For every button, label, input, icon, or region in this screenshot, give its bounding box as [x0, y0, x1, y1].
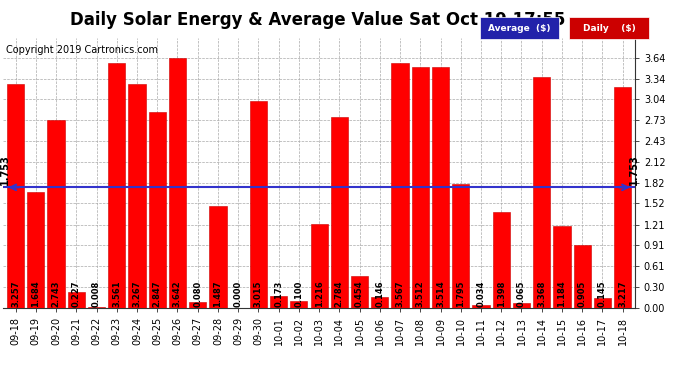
- Bar: [331, 117, 348, 308]
- Bar: [27, 192, 44, 308]
- Bar: [614, 87, 631, 308]
- Bar: [351, 276, 368, 308]
- Text: 2.784: 2.784: [335, 280, 344, 307]
- Bar: [68, 292, 85, 308]
- Text: 0.034: 0.034: [477, 281, 486, 307]
- Bar: [594, 298, 611, 307]
- Text: 1.795: 1.795: [456, 280, 465, 307]
- Bar: [493, 212, 510, 308]
- Bar: [310, 224, 328, 308]
- Text: 3.561: 3.561: [112, 280, 121, 307]
- Text: 3.514: 3.514: [436, 280, 445, 307]
- Text: 1.684: 1.684: [31, 280, 40, 307]
- Text: 3.015: 3.015: [254, 280, 263, 307]
- Text: 0.008: 0.008: [92, 281, 101, 307]
- Text: Daily    ($): Daily ($): [582, 24, 635, 33]
- Text: 0.080: 0.080: [193, 281, 202, 307]
- Bar: [452, 184, 469, 308]
- Bar: [412, 67, 429, 308]
- Text: 0.905: 0.905: [578, 281, 586, 307]
- Bar: [250, 101, 267, 308]
- Text: 0.100: 0.100: [295, 281, 304, 307]
- Text: 1.398: 1.398: [497, 281, 506, 307]
- Bar: [513, 303, 530, 307]
- Text: 1.216: 1.216: [315, 280, 324, 307]
- Bar: [573, 246, 591, 308]
- Text: 0.145: 0.145: [598, 280, 607, 307]
- Bar: [128, 84, 146, 308]
- Text: 1.753: 1.753: [629, 154, 639, 184]
- Bar: [270, 296, 287, 307]
- Bar: [148, 112, 166, 308]
- Bar: [432, 67, 449, 308]
- Text: 0.173: 0.173: [274, 281, 283, 307]
- Bar: [7, 84, 24, 308]
- Bar: [209, 206, 226, 308]
- Text: Daily Solar Energy & Average Value Sat Oct 19 17:55: Daily Solar Energy & Average Value Sat O…: [70, 11, 565, 29]
- Bar: [88, 307, 105, 308]
- Text: 2.847: 2.847: [152, 280, 161, 307]
- Bar: [371, 297, 388, 307]
- Text: Copyright 2019 Cartronics.com: Copyright 2019 Cartronics.com: [6, 45, 157, 55]
- Text: 3.257: 3.257: [11, 280, 20, 307]
- Text: 3.267: 3.267: [132, 280, 141, 307]
- Text: 2.743: 2.743: [52, 280, 61, 307]
- Text: 3.512: 3.512: [416, 280, 425, 307]
- Bar: [189, 302, 206, 307]
- Bar: [48, 120, 65, 308]
- Bar: [108, 63, 126, 308]
- Bar: [391, 63, 408, 308]
- Text: 3.368: 3.368: [538, 281, 546, 307]
- Text: 1.487: 1.487: [213, 280, 222, 307]
- Text: 3.217: 3.217: [618, 280, 627, 307]
- Text: 3.642: 3.642: [173, 280, 182, 307]
- Bar: [290, 301, 308, 307]
- Text: 1.184: 1.184: [558, 280, 566, 307]
- Bar: [169, 58, 186, 308]
- Text: 3.567: 3.567: [395, 280, 404, 307]
- Bar: [473, 305, 490, 308]
- Text: 0.227: 0.227: [72, 280, 81, 307]
- Text: 1.753: 1.753: [0, 154, 10, 184]
- Text: 0.146: 0.146: [375, 280, 384, 307]
- Bar: [533, 77, 551, 308]
- Text: 0.454: 0.454: [355, 280, 364, 307]
- Text: 0.000: 0.000: [234, 281, 243, 307]
- Text: Average  ($): Average ($): [488, 24, 551, 33]
- Text: 0.065: 0.065: [517, 280, 526, 307]
- Bar: [553, 226, 571, 308]
